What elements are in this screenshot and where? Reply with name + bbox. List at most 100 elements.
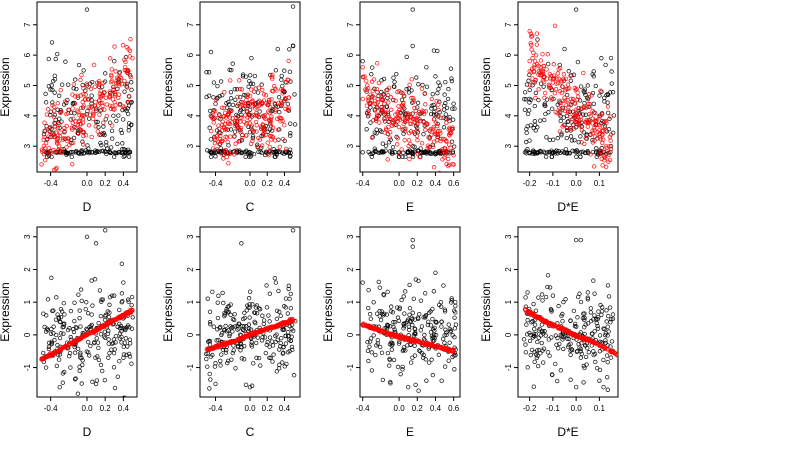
observed-point	[232, 312, 237, 317]
observed-point	[523, 342, 528, 347]
observed-point	[115, 141, 120, 147]
observed-point	[403, 154, 408, 160]
fitted-point	[61, 345, 67, 350]
fitted-point	[275, 323, 281, 328]
observed-point	[400, 367, 405, 372]
observed-point	[610, 316, 616, 321]
observed-point	[78, 324, 83, 329]
observed-point	[605, 283, 611, 288]
observed-point	[442, 309, 448, 314]
observed-point	[579, 351, 584, 357]
observed-point	[412, 144, 417, 149]
observed-point	[225, 360, 230, 366]
observed-point	[246, 296, 252, 301]
observed-point	[80, 358, 85, 363]
observed-point	[540, 298, 545, 303]
observed-point	[451, 101, 456, 106]
fitted-point	[555, 71, 560, 76]
fitted-point	[602, 346, 608, 352]
observed-point	[573, 237, 579, 243]
fitted-point	[390, 119, 395, 124]
observed-point	[226, 99, 231, 105]
observed-point	[107, 350, 112, 356]
observed-point	[83, 148, 89, 153]
fitted-point	[97, 91, 103, 96]
observed-point	[560, 311, 565, 317]
observed-point	[258, 149, 263, 154]
observed-point	[535, 363, 541, 369]
observed-point	[533, 308, 539, 313]
fitted-point	[375, 89, 380, 95]
fitted-point	[125, 85, 130, 90]
observed-point	[228, 324, 233, 329]
observed-point	[123, 336, 129, 341]
fitted-point	[415, 138, 420, 143]
observed-point	[439, 378, 444, 383]
observed-point	[259, 145, 264, 150]
fitted-point	[557, 129, 563, 134]
observed-point	[240, 72, 246, 77]
observed-point	[98, 313, 104, 319]
fitted-point	[280, 136, 286, 142]
observed-point	[392, 84, 397, 89]
observed-point	[374, 127, 379, 132]
observed-point	[257, 109, 262, 114]
observed-point	[208, 354, 214, 359]
fitted-point	[110, 104, 115, 109]
observed-point	[429, 333, 435, 339]
fitted-point	[545, 52, 551, 57]
observed-point	[591, 101, 597, 106]
observed-point	[596, 315, 601, 320]
x-tick-label: 0.2	[412, 179, 424, 188]
fitted-point	[366, 97, 371, 102]
observed-point	[247, 73, 253, 78]
fitted-point	[42, 157, 48, 163]
fitted-point	[446, 163, 451, 169]
observed-point	[68, 334, 73, 340]
observed-point	[287, 47, 292, 52]
observed-point	[57, 352, 63, 357]
fitted-point	[236, 124, 241, 130]
observed-point	[211, 150, 217, 155]
observed-point	[360, 280, 365, 285]
fitted-point	[553, 86, 559, 92]
fitted-point	[550, 323, 556, 328]
x-tick-label: 0.0	[81, 179, 93, 188]
observed-point	[252, 73, 258, 79]
y-tick-label: 4	[346, 113, 355, 118]
y-tick-label: 6	[346, 52, 355, 57]
fitted-point	[243, 104, 248, 109]
observed-point	[610, 312, 616, 317]
fitted-point	[534, 42, 540, 47]
fitted-point	[402, 138, 407, 143]
fitted-point	[373, 327, 378, 332]
observed-point	[575, 59, 581, 65]
fitted-point	[567, 102, 572, 107]
observed-point	[523, 350, 529, 355]
observed-point	[594, 146, 599, 151]
fitted-point	[254, 104, 259, 110]
x-tick-label: 0.0	[244, 404, 256, 413]
fitted-point	[609, 348, 614, 354]
fitted-point	[244, 133, 249, 138]
observed-point	[246, 84, 251, 89]
observed-point	[426, 319, 431, 324]
fitted-point	[101, 80, 106, 86]
observed-point	[279, 336, 284, 341]
observed-point	[105, 331, 111, 336]
observed-point	[56, 315, 61, 320]
fitted-point	[411, 129, 417, 135]
x-tick-label: -0.4	[44, 404, 58, 413]
observed-point	[412, 343, 417, 348]
fitted-point	[450, 161, 455, 167]
observed-point	[101, 130, 107, 136]
observed-point	[241, 357, 247, 362]
fitted-point	[570, 331, 575, 337]
fitted-point	[601, 124, 606, 129]
observed-point	[249, 151, 254, 156]
observed-point	[90, 79, 95, 85]
observed-point	[432, 105, 438, 111]
observed-point	[395, 364, 401, 370]
fitted-point	[575, 90, 580, 95]
observed-point	[211, 324, 217, 329]
